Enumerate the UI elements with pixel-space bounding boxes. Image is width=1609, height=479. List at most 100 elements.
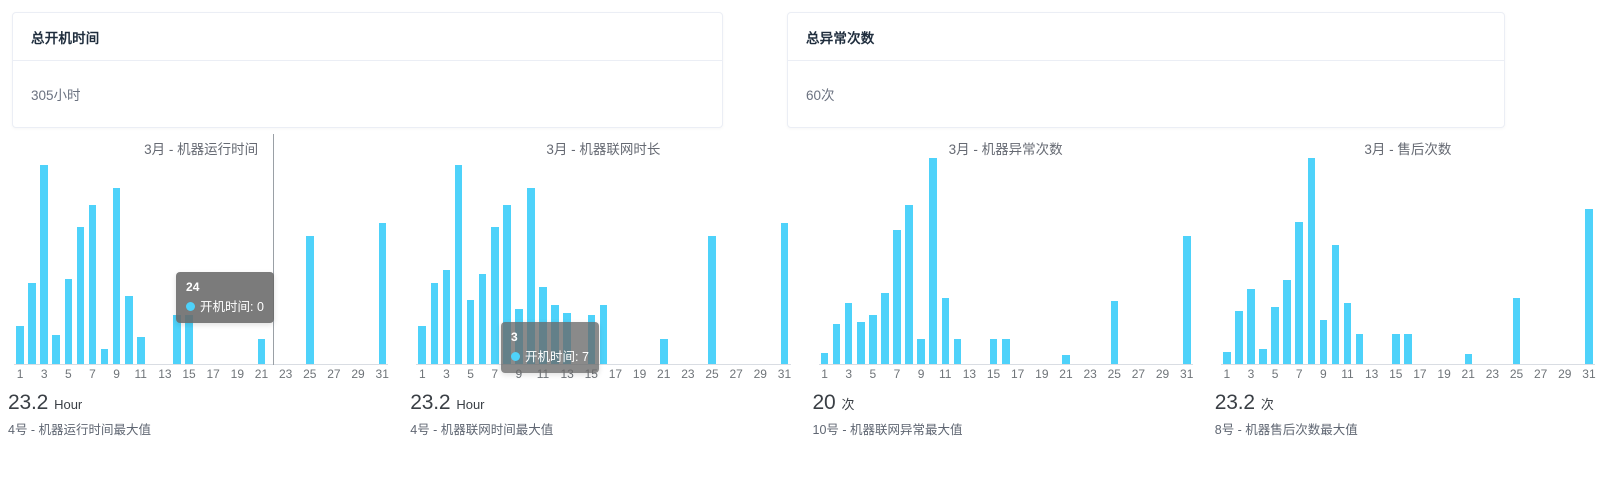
bar-slot[interactable] [831,158,843,365]
bar[interactable] [832,323,841,365]
bar[interactable] [28,283,36,365]
bar-slot[interactable] [730,158,742,365]
bar-slot[interactable] [1462,158,1474,365]
bar-slot[interactable] [1293,158,1305,365]
bar-slot[interactable] [1535,158,1547,365]
bar-slot[interactable] [915,158,927,365]
bar[interactable] [941,297,950,365]
bar[interactable] [306,235,314,365]
bar-slot[interactable] [963,158,975,365]
bar[interactable] [478,274,487,365]
bar-slot[interactable] [1583,158,1595,365]
bar-slot[interactable] [706,158,718,365]
bar-slot[interactable] [243,158,255,365]
bar[interactable] [660,339,668,365]
bar[interactable] [905,204,913,365]
chart-plot-area[interactable]: 3 开机时间: 7 [410,158,796,373]
bar-slot[interactable] [694,158,706,365]
bar-slot[interactable] [1221,158,1233,365]
bar-slot[interactable] [867,158,879,365]
bar-slot[interactable] [1390,158,1402,365]
chart-plot-area[interactable] [1215,158,1601,365]
bar-slot[interactable] [1354,158,1366,365]
bar-slot[interactable] [634,158,646,365]
bar-slot[interactable] [1305,158,1317,365]
bar[interactable] [1235,311,1243,365]
bar-slot[interactable] [352,158,364,365]
bar-slot[interactable] [622,158,634,365]
bar[interactable] [708,235,716,365]
bar-slot[interactable] [988,158,1000,365]
bar-slot[interactable] [819,158,831,365]
bar-slot[interactable] [1181,158,1193,365]
bar-slot[interactable] [951,158,963,365]
bar-slot[interactable] [111,158,123,365]
bar-slot[interactable] [428,158,440,365]
bar[interactable] [52,334,61,365]
bar-slot[interactable] [440,158,452,365]
bar[interactable] [257,339,266,365]
bar[interactable] [100,349,109,365]
bar[interactable] [430,283,439,365]
bar[interactable] [1512,298,1521,365]
bar-slot[interactable] [1523,158,1535,365]
bar-slot[interactable] [86,158,98,365]
bar-slot[interactable] [219,158,231,365]
bar-slot[interactable] [477,158,489,365]
bar-slot[interactable] [1145,158,1157,365]
bar-slot[interactable] [1133,158,1145,365]
bar-slot[interactable] [14,158,26,365]
bar[interactable] [1295,222,1304,365]
bar-slot[interactable] [135,158,147,365]
bar[interactable] [1110,300,1119,365]
bar-slot[interactable] [891,158,903,365]
bar-slot[interactable] [452,158,464,365]
bar-slot[interactable] [207,158,219,365]
bar-slot[interactable] [1281,158,1293,365]
bar-slot[interactable] [718,158,730,365]
bar-slot[interactable] [1108,158,1120,365]
bar-slot[interactable] [855,158,867,365]
bar-slot[interactable] [183,158,195,365]
bar-slot[interactable] [1233,158,1245,365]
bar[interactable] [16,326,24,365]
bar[interactable] [137,337,145,365]
bar[interactable] [953,339,962,365]
bar-slot[interactable] [328,158,340,365]
bar-slot[interactable] [1024,158,1036,365]
bar[interactable] [844,302,853,365]
bar-slot[interactable] [340,158,352,365]
bar-slot[interactable] [1060,158,1072,365]
bar-slot[interactable] [976,158,988,365]
bar[interactable] [1307,158,1316,365]
bar[interactable] [1259,348,1267,365]
bar[interactable] [989,339,998,365]
bar-slot[interactable] [1000,158,1012,365]
bar[interactable] [1247,289,1255,365]
bar-slot[interactable] [879,158,891,365]
bar-slot[interactable] [1072,158,1084,365]
bar-slot[interactable] [1426,158,1438,365]
bar[interactable] [1392,333,1400,365]
bar[interactable] [124,296,133,365]
bar-slot[interactable] [1157,158,1169,365]
bar[interactable] [1331,244,1340,365]
bar-slot[interactable] [610,158,622,365]
bar-slot[interactable] [1486,158,1498,365]
bar[interactable] [1283,280,1291,365]
bar-slot[interactable] [1511,158,1523,365]
bar[interactable] [1062,354,1070,365]
bar-slot[interactable] [1257,158,1269,365]
bar-slot[interactable] [1269,158,1281,365]
bar-slot[interactable] [1414,158,1426,365]
bar[interactable] [490,227,499,365]
bar[interactable] [40,164,48,365]
bar-slot[interactable] [1120,158,1132,365]
bar-slot[interactable] [1366,158,1378,365]
bar-slot[interactable] [1547,158,1559,365]
bar-slot[interactable] [364,158,376,365]
bar-slot[interactable] [670,158,682,365]
bar[interactable] [466,300,475,365]
bar-slot[interactable] [256,158,268,365]
bar[interactable] [780,222,789,365]
